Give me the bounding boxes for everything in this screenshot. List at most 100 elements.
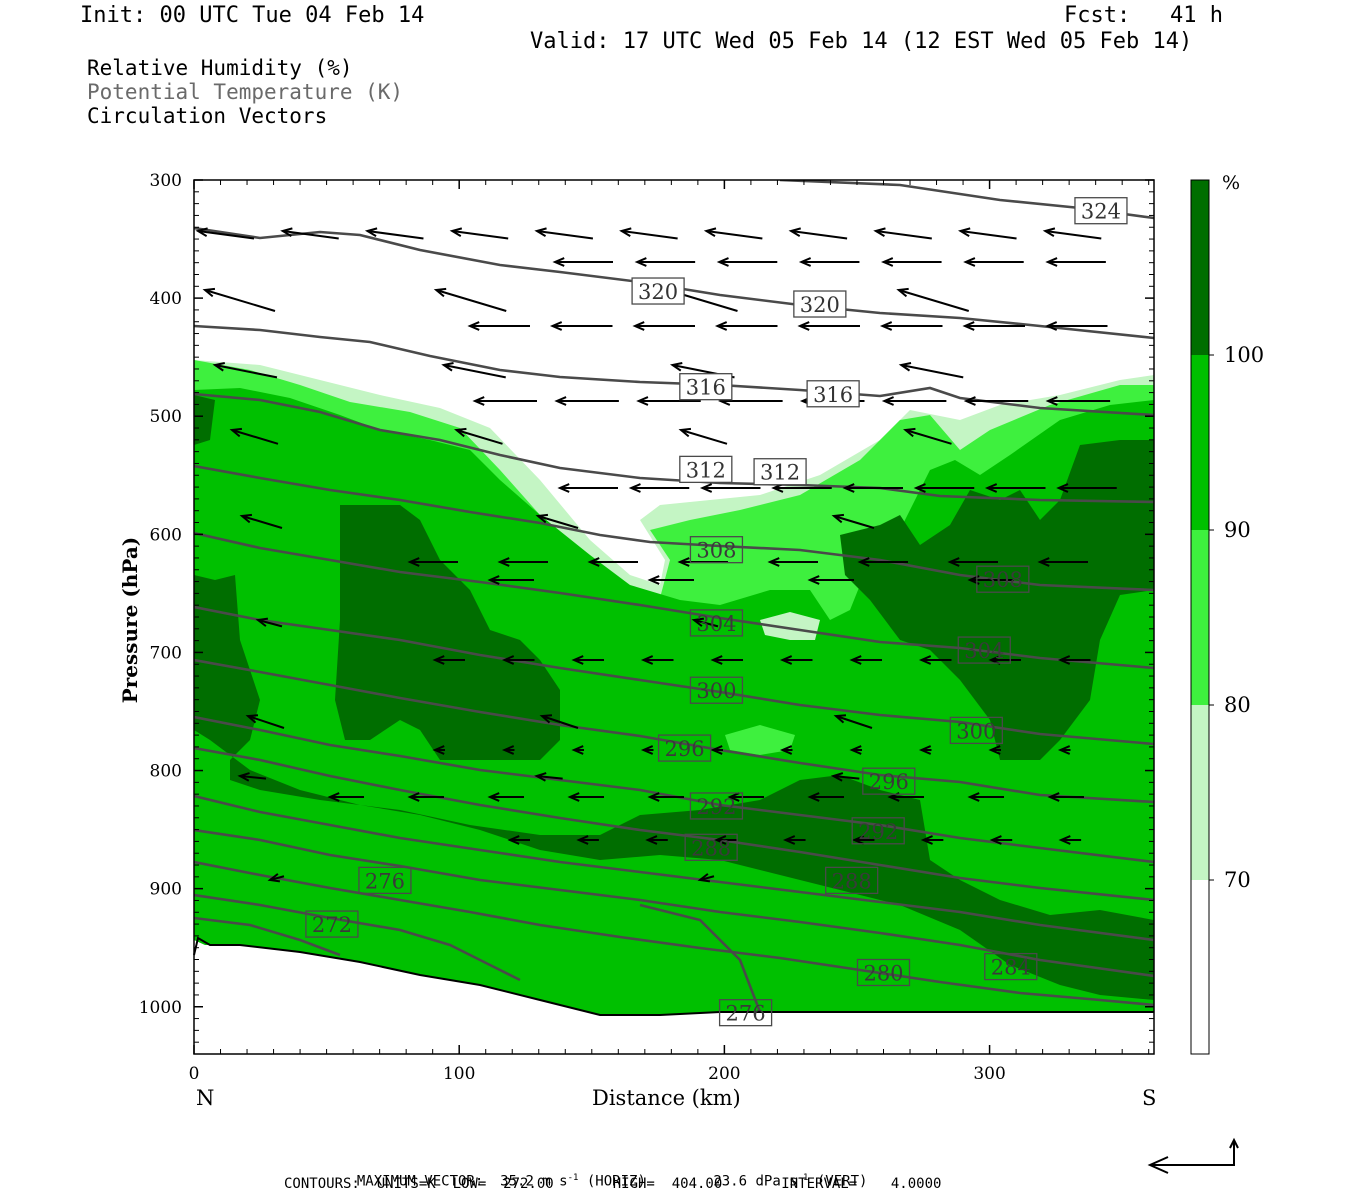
contour-label: 316 [806,380,860,408]
vector-arrow [920,835,944,845]
vector-arrow [779,745,793,755]
contour-label: 320 [793,290,847,318]
y-tick-label: 400 [150,289,182,309]
vector-arrow [1045,257,1106,267]
contour-label: 308 [689,536,744,564]
contour-label: 316 [679,373,733,401]
vector-arrow [788,227,848,240]
vector-arrow [501,655,535,665]
contour-label: 276 [718,999,773,1027]
vector-arrow [849,655,882,665]
vector-arrow [807,575,854,585]
vector-arrow [918,655,952,665]
vector-arrow [640,745,654,755]
vector-arrow [535,513,579,529]
surface-line [193,936,1154,1016]
colorbar-band-80 [1191,530,1209,705]
contour-label: 312 [753,458,807,486]
y-tick-label: 500 [150,407,182,427]
forecast-hour: Fcst: 41 h [1064,3,1223,28]
vector-arrow [441,362,506,379]
contour-label: 296 [657,734,712,762]
vector-arrow [1047,792,1084,802]
legend-potential-temperature: Potential Temperature (K) [87,80,404,104]
contour-label: 276 [358,866,412,895]
vector-arrow [903,427,952,445]
colorbar-label-90: 90 [1224,518,1251,542]
vector-arrow [636,396,701,406]
svg-text:300: 300 [696,679,736,703]
vector-arrow [237,772,267,782]
legend-circulation-vectors: Circulation Vectors [87,104,328,128]
theta-contours [194,180,1154,1013]
vector-arrow [898,362,964,379]
rh-100-region-3 [840,440,1154,760]
vector-arrow [963,396,1029,406]
vector-arrow [782,835,806,845]
vector-arrow [918,745,932,755]
contour-label: 300 [949,716,1003,745]
x-tick-label: 300 [973,1064,1005,1084]
x-tick-label: 0 [189,1064,200,1084]
vector-arrow [988,745,1001,755]
contour-labels: 324 320 320 316 316 312 312 308 308 304 304 300 300 2… [305,197,1128,1027]
colorbar-unit: % [1222,172,1240,194]
vector-arrow [807,792,844,802]
svg-text:292: 292 [696,795,736,819]
vector-arrow [1057,745,1071,755]
vector-arrow [487,792,524,802]
vector-arrow [798,257,860,267]
vector-arrow [647,792,684,802]
contour-label: 272 [305,910,359,938]
contour-label: 296 [862,767,916,795]
svg-text:320: 320 [638,280,678,304]
vector-arrow [497,557,548,567]
svg-text:296: 296 [665,737,705,761]
contour-label: 284 [984,952,1038,981]
vector-arrow [539,714,579,729]
svg-text:308: 308 [696,539,736,563]
contour-label: 300 [689,676,744,704]
contour-label: 324 [1074,197,1128,225]
vector-arrow [267,873,285,883]
vector-arrow [962,321,1025,331]
vector-arrow [842,483,903,493]
svg-text:272: 272 [312,913,352,937]
vector-arrow [628,483,690,493]
vector-arrow [576,835,599,845]
vector-arrow [280,227,339,240]
y-tick-label: 900 [150,880,182,900]
colorbar-band-70 [1191,705,1209,880]
vector-arrow [571,745,584,755]
vector-arrow [1037,557,1088,567]
vector-arrow [963,257,1024,267]
vector-arrow [487,575,534,585]
vector-arrow [771,483,832,493]
vector-arrow [195,227,255,240]
vector-arrow [245,714,285,729]
vector-arrow [849,745,862,755]
svg-text:300: 300 [956,719,996,743]
vector-arrow [432,655,465,665]
humidity-fill [194,360,1154,1054]
vector-arrow [645,835,668,845]
y-tick-label: 800 [150,762,182,782]
vector-arrow [833,714,873,729]
vector-arrow [534,227,594,240]
vector-arrow [797,321,860,331]
vector-arrow [557,483,618,493]
vector-arrow [714,321,778,331]
vector-arrow [881,396,947,406]
vector-arrow [587,557,638,567]
svg-text:284: 284 [991,956,1031,980]
horiz-exp: -1 [567,1173,579,1183]
svg-text:312: 312 [760,461,800,485]
vector-arrow [831,513,875,529]
vector-arrow [1056,483,1117,493]
contours-info: CONTOURS: UNITS=K LOW= 272.00 HIGH= 404.… [284,1176,942,1192]
vector-arrow [472,396,537,406]
contour-label: 312 [679,455,733,484]
contour-label: 280 [856,958,911,987]
legend-relative-humidity: Relative Humidity (%) [87,56,353,80]
vector-arrow [407,557,458,567]
